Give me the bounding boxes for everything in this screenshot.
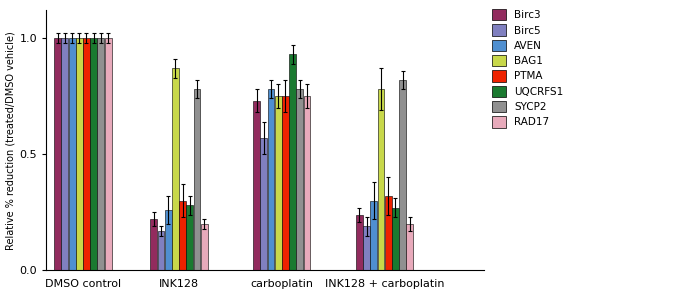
Bar [62, 38, 69, 271]
Bar [304, 96, 310, 271]
Bar [194, 89, 200, 271]
Bar [54, 38, 61, 271]
Bar [260, 138, 267, 271]
Bar [399, 80, 406, 271]
Bar [275, 96, 281, 271]
Bar [105, 38, 111, 271]
Bar [392, 208, 399, 271]
Legend: Birc3, Birc5, AVEN, BAG1, PTMA, UQCRFS1, SYCP2, RAD17: Birc3, Birc5, AVEN, BAG1, PTMA, UQCRFS1,… [488, 5, 568, 132]
Bar [150, 219, 158, 271]
Y-axis label: Relative % reduction (treated/DMSO vehicle): Relative % reduction (treated/DMSO vehic… [6, 31, 15, 250]
Bar [201, 224, 208, 271]
Bar [289, 54, 296, 271]
Bar [90, 38, 97, 271]
Bar [83, 38, 90, 271]
Bar [370, 201, 377, 271]
Bar [164, 210, 172, 271]
Bar [363, 226, 370, 271]
Bar [267, 89, 274, 271]
Bar [76, 38, 83, 271]
Bar [158, 231, 164, 271]
Bar [253, 101, 260, 271]
Bar [69, 38, 76, 271]
Bar [385, 196, 391, 271]
Bar [296, 89, 303, 271]
Bar [172, 68, 178, 271]
Bar [186, 205, 193, 271]
Bar [377, 89, 384, 271]
Bar [407, 224, 413, 271]
Bar [356, 215, 363, 271]
Bar [282, 96, 289, 271]
Bar [179, 201, 186, 271]
Bar [97, 38, 104, 271]
